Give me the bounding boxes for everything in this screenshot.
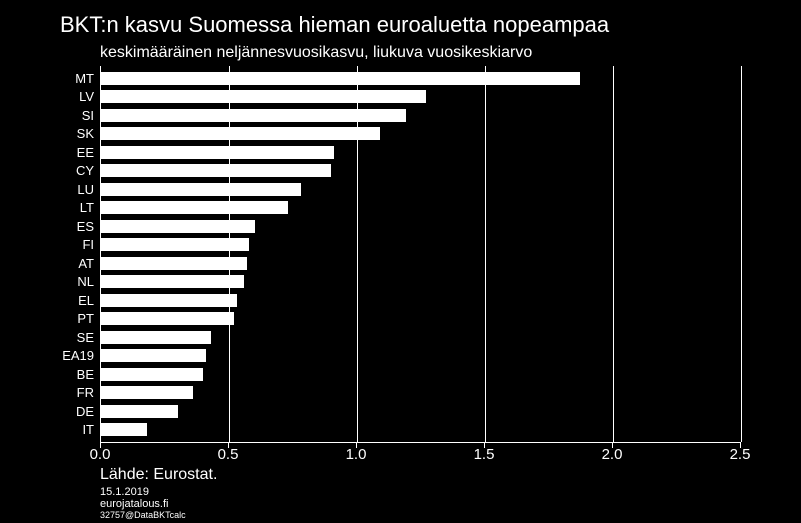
grid-line — [741, 66, 742, 442]
bar — [101, 238, 249, 251]
bar-row — [101, 312, 741, 325]
y-axis-label: DE — [76, 405, 94, 418]
bar — [101, 183, 301, 196]
y-axis-label: LV — [79, 90, 94, 103]
bar-row — [101, 201, 741, 214]
bar-row — [101, 275, 741, 288]
bar-row — [101, 183, 741, 196]
bar — [101, 257, 247, 270]
y-axis-label: EE — [77, 146, 94, 159]
bar-row — [101, 294, 741, 307]
bar — [101, 90, 426, 103]
chart-title: BKT:n kasvu Suomessa hieman euroaluetta … — [60, 12, 609, 38]
bar — [101, 127, 380, 140]
bar-row — [101, 257, 741, 270]
x-axis-label: 0.0 — [90, 446, 111, 463]
bar — [101, 294, 237, 307]
bar-row — [101, 109, 741, 122]
footer-date: 15.1.2019 — [100, 486, 217, 498]
bar — [101, 220, 255, 233]
y-axis-label: FI — [82, 238, 94, 251]
bar-row — [101, 90, 741, 103]
bar-row — [101, 127, 741, 140]
y-axis-label: SI — [82, 109, 94, 122]
bar-row — [101, 423, 741, 436]
bar — [101, 72, 580, 85]
y-axis-label: BE — [77, 368, 94, 381]
y-axis-label: SK — [77, 127, 94, 140]
source-text: Lähde: Eurostat. — [100, 466, 217, 484]
y-axis-label: EL — [78, 294, 94, 307]
y-axis-label: LU — [77, 183, 94, 196]
bar — [101, 109, 406, 122]
chart-root: BKT:n kasvu Suomessa hieman euroaluetta … — [0, 0, 801, 523]
bar — [101, 405, 178, 418]
bar — [101, 201, 288, 214]
plot-area — [100, 66, 741, 443]
bar-row — [101, 386, 741, 399]
bar — [101, 368, 203, 381]
bar — [101, 312, 234, 325]
bar-row — [101, 349, 741, 362]
bar-row — [101, 405, 741, 418]
bar — [101, 164, 331, 177]
bar-row — [101, 220, 741, 233]
bar — [101, 331, 211, 344]
y-axis-label: ES — [77, 220, 94, 233]
y-axis-label: IT — [82, 423, 94, 436]
bar-row — [101, 238, 741, 251]
x-axis-label: 2.5 — [730, 446, 751, 463]
chart-subtitle: keskimääräinen neljännesvuosikasvu, liuk… — [100, 44, 532, 62]
x-axis-label: 0.5 — [218, 446, 239, 463]
y-axis-label: LT — [80, 201, 94, 214]
x-axis-label: 1.0 — [346, 446, 367, 463]
y-axis-label: PT — [77, 312, 94, 325]
y-axis-label: NL — [77, 275, 94, 288]
bar — [101, 423, 147, 436]
bar-row — [101, 164, 741, 177]
bar — [101, 146, 334, 159]
x-axis-label: 2.0 — [602, 446, 623, 463]
x-axis-labels: 0.00.51.01.52.02.5 — [100, 442, 740, 466]
x-axis-label: 1.5 — [474, 446, 495, 463]
y-axis-label: MT — [75, 72, 94, 85]
footer-site: eurojatalous.fi — [100, 498, 217, 510]
bar-row — [101, 72, 741, 85]
footer-code: 32757@DataBKTcalc — [100, 510, 217, 520]
y-axis-label: AT — [78, 257, 94, 270]
bar — [101, 275, 244, 288]
bar-row — [101, 146, 741, 159]
y-axis-label: FR — [77, 386, 94, 399]
y-axis-label: CY — [76, 164, 94, 177]
bar — [101, 349, 206, 362]
y-axis-label: SE — [77, 331, 94, 344]
y-axis-label: EA19 — [62, 349, 94, 362]
chart-footer: Lähde: Eurostat. 15.1.2019 eurojatalous.… — [100, 466, 217, 520]
bar-row — [101, 331, 741, 344]
bar — [101, 386, 193, 399]
bar-row — [101, 368, 741, 381]
y-axis-labels: MT LV SI SK EE CY LU LT ES FI AT NL EL PT SE EA19 BE FR DE… — [0, 66, 100, 442]
